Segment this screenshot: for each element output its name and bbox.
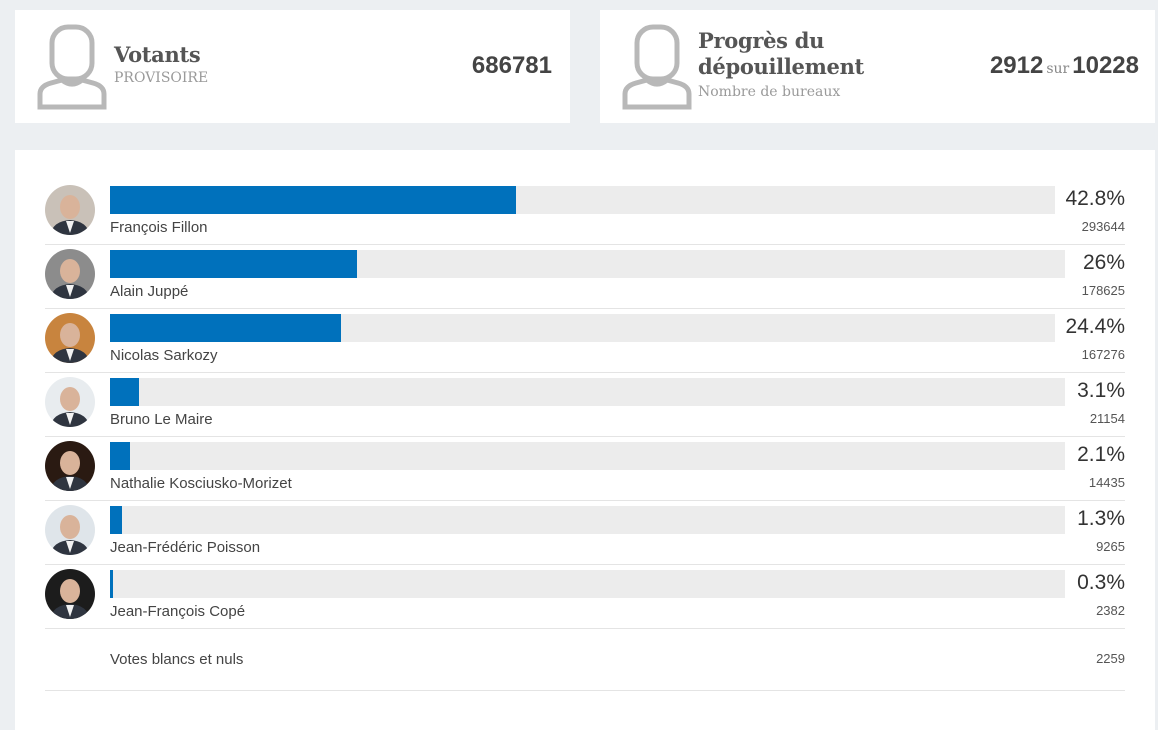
candidate-name: Jean-Frédéric Poisson <box>110 539 261 556</box>
candidate-name: François Fillon <box>110 219 208 236</box>
vote-bar-fill <box>110 506 122 534</box>
candidate-percentage: 26% <box>1082 251 1125 274</box>
candidate-votes: 21154 <box>1089 411 1125 426</box>
blank-votes-count: 2259 <box>1096 651 1125 666</box>
blank-votes-label: Votes blancs et nuls <box>110 651 244 668</box>
candidate-name: Bruno Le Maire <box>110 411 213 428</box>
candidate-row: Nicolas Sarkozy 24.4% 167276 <box>45 308 1125 373</box>
candidate-percentage: 42.8% <box>1065 187 1125 210</box>
candidate-percentage: 0.3% <box>1077 571 1125 594</box>
person-icon <box>37 24 107 110</box>
vote-bar-fill <box>110 378 139 406</box>
progres-title: Progrès du dépouillement <box>698 28 864 79</box>
person-icon <box>622 24 692 110</box>
candidate-avatar <box>45 441 95 491</box>
vote-bar-fill <box>110 186 516 214</box>
vote-bar-fill <box>110 442 130 470</box>
candidate-votes: 293644 <box>1081 219 1125 234</box>
blank-votes-row: Votes blancs et nuls 2259 <box>45 628 1125 691</box>
vote-bar-track <box>110 314 1055 342</box>
candidate-votes: 178625 <box>1081 283 1125 298</box>
candidate-row: Alain Juppé 26% 178625 <box>45 244 1125 309</box>
votants-subtitle: PROVISOIRE <box>114 70 209 86</box>
candidate-name: Nicolas Sarkozy <box>110 347 218 364</box>
candidate-name: Alain Juppé <box>110 283 189 300</box>
candidate-votes: 14435 <box>1088 475 1125 490</box>
vote-bar-track <box>110 570 1065 598</box>
candidate-row: François Fillon 42.8% 293644 <box>45 180 1125 245</box>
candidate-votes: 2382 <box>1096 603 1125 618</box>
progres-sur: sur <box>1046 61 1070 77</box>
candidate-avatar <box>45 377 95 427</box>
candidate-name: Nathalie Kosciusko-Morizet <box>110 475 292 492</box>
votants-value: 686781 <box>471 52 552 79</box>
candidate-name: Jean-François Copé <box>110 603 246 620</box>
vote-bar-fill <box>110 250 357 278</box>
progres-counted: 2912 <box>989 52 1044 79</box>
candidate-avatar <box>45 185 95 235</box>
candidate-avatar <box>45 505 95 555</box>
candidate-row: Bruno Le Maire 3.1% 21154 <box>45 372 1125 437</box>
progres-total: 10228 <box>1072 52 1139 79</box>
vote-bar-track <box>110 186 1055 214</box>
vote-bar-fill <box>110 570 113 598</box>
candidate-row: Jean-François Copé 0.3% 2382 <box>45 564 1125 629</box>
candidate-row: Jean-Frédéric Poisson 1.3% 9265 <box>45 500 1125 565</box>
vote-bar-track <box>110 442 1065 470</box>
candidate-avatar <box>45 313 95 363</box>
vote-bar-fill <box>110 314 341 342</box>
candidate-row: Nathalie Kosciusko-Morizet 2.1% 14435 <box>45 436 1125 501</box>
progres-subtitle: Nombre de bureaux <box>698 84 841 100</box>
candidate-percentage: 3.1% <box>1077 379 1125 402</box>
vote-bar-track <box>110 506 1065 534</box>
progres-value: 2912 sur 10228 <box>990 52 1139 80</box>
candidate-votes: 9265 <box>1096 539 1125 554</box>
candidate-percentage: 2.1% <box>1077 443 1125 466</box>
votants-title: Votants <box>114 42 201 67</box>
candidate-percentage: 1.3% <box>1077 507 1125 530</box>
votants-card: Votants PROVISOIRE 686781 <box>15 10 570 123</box>
vote-bar-track <box>110 378 1065 406</box>
results-panel: François Fillon 42.8% 293644 Alain Juppé 26%… <box>15 150 1155 730</box>
progres-card: Progrès du dépouillement Nombre de burea… <box>600 10 1155 123</box>
candidate-votes: 167276 <box>1081 347 1125 362</box>
candidate-percentage: 24.4% <box>1065 315 1125 338</box>
vote-bar-track <box>110 250 1065 278</box>
candidate-avatar <box>45 569 95 619</box>
candidate-avatar <box>45 249 95 299</box>
